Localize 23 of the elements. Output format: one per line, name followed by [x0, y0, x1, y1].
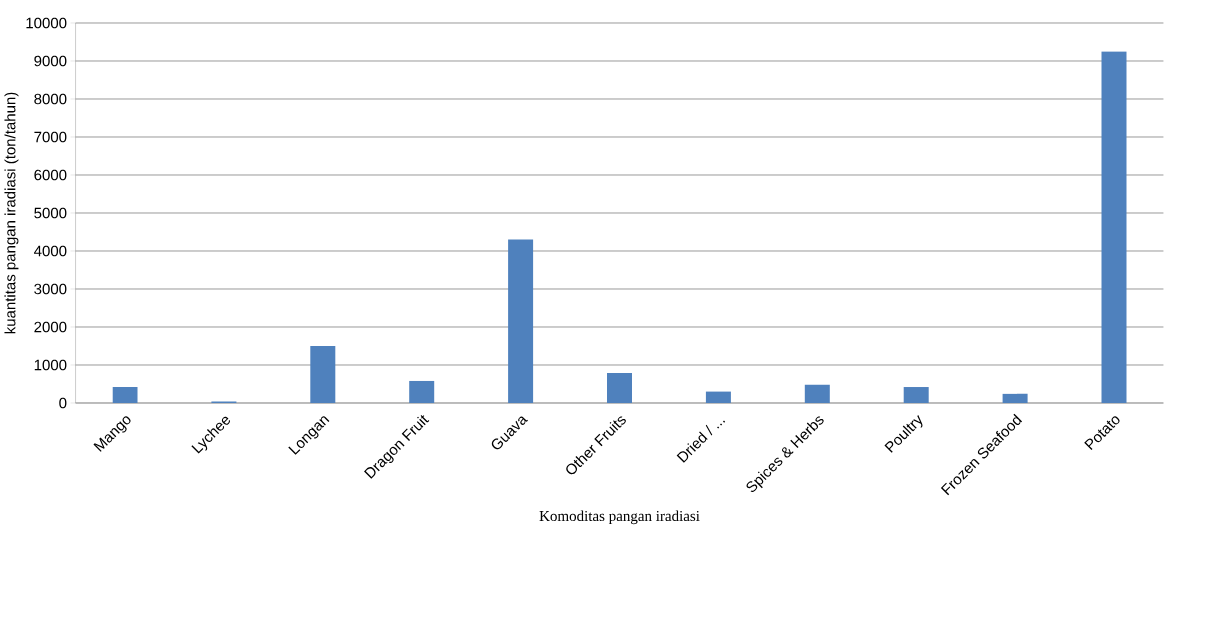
- bar: [112, 387, 138, 403]
- y-tick-label: 10000: [26, 17, 67, 29]
- y-tick-label: 7000: [34, 131, 67, 143]
- y-axis-title: kuantitas pangan iradiasi (ton/tahun): [4, 92, 19, 334]
- bar: [508, 239, 534, 403]
- bar: [1002, 393, 1028, 403]
- y-tick-label: 2000: [34, 321, 67, 333]
- y-tick-label: 5000: [34, 207, 67, 219]
- bar: [607, 372, 632, 403]
- y-tick-label: 4000: [34, 245, 67, 257]
- bar: [1101, 51, 1127, 403]
- bar: [804, 384, 830, 403]
- y-tick-label: 3000: [34, 283, 67, 295]
- bar: [409, 380, 435, 403]
- y-tick-label: 0: [59, 397, 67, 409]
- bar: [310, 345, 336, 403]
- bar: [903, 387, 929, 403]
- y-tick-label: 1000: [34, 359, 67, 371]
- y-tick-label: 9000: [34, 55, 67, 67]
- y-tick-label: 6000: [34, 169, 67, 181]
- x-axis-title: Komoditas pangan iradiasi: [539, 510, 700, 525]
- bar: [705, 391, 731, 403]
- y-tick-label: 8000: [34, 93, 67, 105]
